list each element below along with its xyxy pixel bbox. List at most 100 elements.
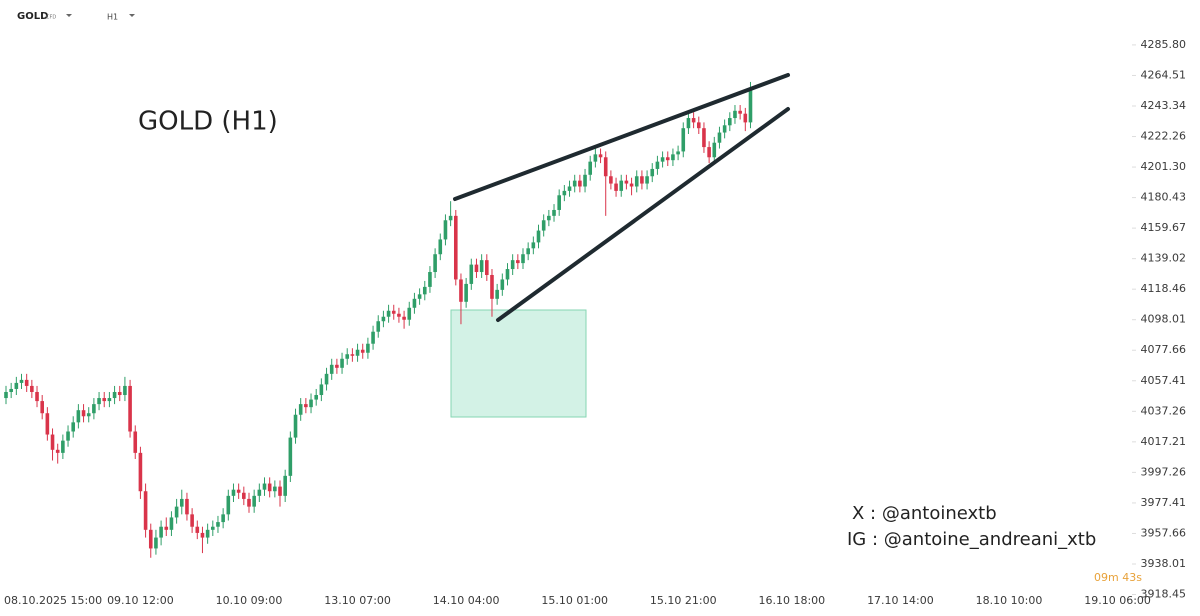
x-tick-label: 14.10 04:00 bbox=[433, 594, 500, 607]
candle-body bbox=[510, 260, 515, 270]
y-tick-label: 4243.34 bbox=[1141, 99, 1187, 112]
candle-body bbox=[117, 391, 122, 396]
candle-body bbox=[293, 414, 298, 438]
candle-body bbox=[262, 483, 267, 490]
y-tick-label: 4159.67 bbox=[1141, 221, 1187, 234]
chart-title: GOLD (H1) bbox=[138, 107, 278, 137]
candle-body bbox=[547, 215, 551, 221]
candle-body bbox=[242, 492, 246, 499]
y-tick-label: 4222.26 bbox=[1141, 130, 1187, 143]
candle-body bbox=[443, 220, 448, 240]
symbol-caret[interactable] bbox=[66, 14, 72, 17]
candle-body bbox=[640, 176, 644, 184]
symbol[interactable]: GOLD bbox=[17, 11, 48, 22]
y-tick-label: 4264.51 bbox=[1141, 68, 1187, 81]
candle-body bbox=[417, 294, 422, 299]
candle-body bbox=[200, 532, 205, 538]
candle-body bbox=[381, 316, 386, 322]
candle-body bbox=[583, 174, 587, 187]
candle-body bbox=[97, 398, 101, 405]
x-tick-label: 10.10 09:00 bbox=[216, 594, 283, 607]
candle-body bbox=[567, 186, 572, 191]
candle-body bbox=[138, 452, 143, 492]
candle-body bbox=[397, 313, 401, 317]
candle-body bbox=[304, 404, 308, 408]
candle-body bbox=[655, 161, 660, 169]
y-tick-label: 4201.30 bbox=[1141, 160, 1187, 173]
candle-body bbox=[717, 132, 722, 143]
candle-body bbox=[247, 498, 251, 507]
candle-body bbox=[386, 310, 391, 317]
y-tick-label: 4037.26 bbox=[1141, 404, 1187, 417]
candle-body bbox=[743, 113, 748, 123]
countdown: 09m 43s bbox=[1094, 571, 1142, 584]
candle-body bbox=[324, 373, 329, 385]
candle-body bbox=[479, 260, 484, 273]
candle-body bbox=[526, 248, 530, 255]
candle-body bbox=[128, 385, 132, 432]
candle-body bbox=[216, 522, 220, 527]
candle-body bbox=[61, 440, 65, 453]
candle-body bbox=[428, 272, 432, 287]
candle-body bbox=[164, 526, 169, 530]
y-tick-label: 4098.01 bbox=[1141, 313, 1187, 326]
candle-body bbox=[681, 128, 686, 152]
candle-body bbox=[505, 269, 510, 280]
y-tick-label: 4057.41 bbox=[1141, 374, 1187, 387]
candle-body bbox=[748, 89, 753, 123]
annotation: X : @antoinextb bbox=[852, 503, 997, 524]
timeframe-caret[interactable] bbox=[129, 14, 135, 17]
candle-body bbox=[407, 307, 412, 320]
candle-body bbox=[112, 391, 117, 399]
candle-body bbox=[360, 349, 365, 353]
candle-body bbox=[665, 157, 670, 161]
candle-body bbox=[19, 379, 24, 383]
x-tick-label: 08.10.2025 15:00 bbox=[4, 594, 102, 607]
candle-body bbox=[66, 431, 70, 441]
candle-body bbox=[335, 364, 339, 368]
candle-body bbox=[516, 260, 520, 264]
candle-body bbox=[738, 110, 742, 114]
candle-body bbox=[309, 399, 313, 408]
candle-body bbox=[195, 526, 200, 533]
candle-body bbox=[278, 486, 282, 496]
candle-body bbox=[629, 183, 634, 187]
zone-box bbox=[450, 309, 587, 418]
candle-body bbox=[650, 168, 655, 177]
candle-body bbox=[598, 154, 603, 158]
candle-body bbox=[159, 526, 163, 538]
candle-body bbox=[174, 506, 179, 518]
candle-body bbox=[35, 391, 39, 402]
candle-body bbox=[366, 343, 370, 353]
candle-body bbox=[412, 298, 417, 308]
candle-body bbox=[593, 154, 598, 162]
candle-body bbox=[474, 264, 479, 273]
candle-body bbox=[438, 239, 443, 255]
candle-body bbox=[298, 404, 303, 415]
candle-body bbox=[707, 147, 711, 158]
candle-body bbox=[469, 264, 474, 284]
y-tick-label: 3997.26 bbox=[1141, 465, 1187, 478]
candle-body bbox=[4, 391, 8, 399]
candles bbox=[4, 81, 753, 558]
y-tick-label: 3977.41 bbox=[1141, 496, 1187, 509]
candle-body bbox=[133, 431, 138, 453]
candle-body bbox=[50, 434, 55, 450]
candle-body bbox=[350, 354, 355, 356]
candle-body bbox=[578, 180, 582, 187]
candle-body bbox=[572, 180, 577, 187]
candle-body bbox=[660, 157, 665, 162]
candle-body bbox=[355, 349, 360, 356]
candle-body bbox=[71, 422, 76, 432]
candle-body bbox=[671, 154, 675, 161]
timeframe[interactable]: H1 bbox=[107, 13, 118, 22]
symbol-tag: CFD bbox=[46, 15, 56, 21]
candle-body bbox=[92, 404, 96, 414]
candle-body bbox=[148, 529, 153, 549]
candle-body bbox=[314, 395, 318, 400]
candle-body bbox=[500, 279, 505, 290]
candle-body bbox=[557, 195, 561, 210]
candle-body bbox=[221, 514, 225, 523]
candle-body bbox=[226, 495, 231, 515]
